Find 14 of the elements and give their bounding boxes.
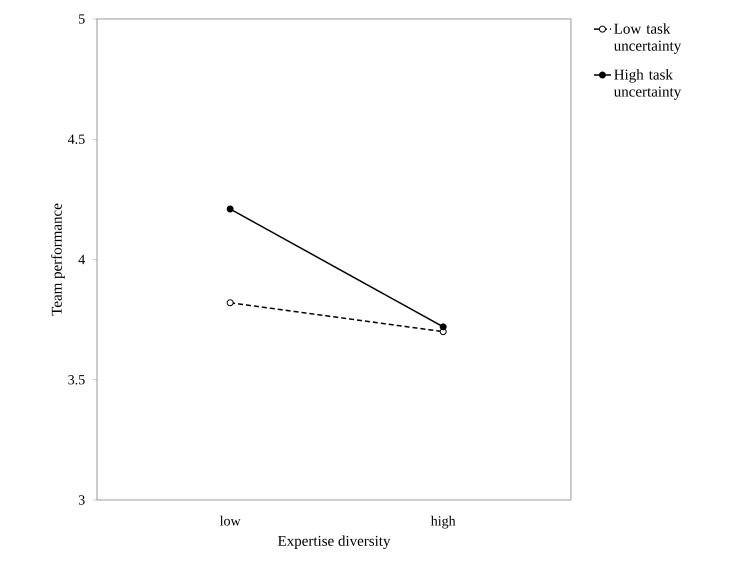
x-tick-label: high bbox=[430, 516, 456, 529]
point bbox=[440, 323, 447, 330]
y-tick-label: 5 bbox=[79, 14, 85, 24]
legend-label: High task uncertainty bbox=[614, 69, 682, 100]
x-axis-title: Expertise diversity bbox=[278, 535, 390, 550]
y-tick-label: 4 bbox=[78, 254, 85, 264]
y-axis-title: Team performance bbox=[51, 204, 65, 316]
y-tick-label: 4.5 bbox=[68, 134, 85, 144]
legend-label: Low task uncertainty bbox=[614, 23, 682, 54]
point bbox=[226, 205, 234, 212]
y-tick-label: 3.5 bbox=[68, 375, 85, 384]
point bbox=[226, 299, 234, 306]
x-tick-label: low bbox=[220, 516, 241, 526]
y-tick-label: 3 bbox=[78, 495, 85, 505]
